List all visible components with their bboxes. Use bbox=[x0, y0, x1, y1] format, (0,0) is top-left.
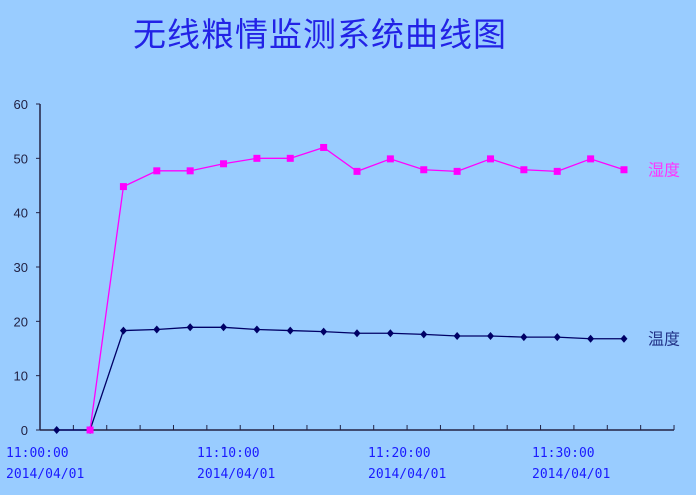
data-point-diamond bbox=[119, 326, 127, 335]
x-tick-time: 11:10:00 bbox=[197, 446, 260, 461]
data-point-diamond bbox=[253, 325, 261, 334]
y-tick-label: 0 bbox=[21, 423, 28, 438]
y-tick-label: 20 bbox=[14, 314, 28, 329]
data-point-square bbox=[220, 160, 228, 168]
data-point-square bbox=[553, 167, 561, 175]
data-point-diamond bbox=[553, 333, 561, 342]
y-tick-label: 10 bbox=[14, 369, 28, 384]
x-tick-date: 2014/04/01 bbox=[6, 467, 84, 482]
data-point-square bbox=[453, 167, 461, 175]
x-tick-time: 11:20:00 bbox=[368, 446, 431, 461]
y-tick-label: 60 bbox=[14, 97, 28, 112]
data-point-square bbox=[587, 155, 595, 163]
x-tick-date: 2014/04/01 bbox=[368, 467, 446, 482]
data-point-diamond bbox=[453, 332, 461, 341]
x-tick-date: 2014/04/01 bbox=[532, 467, 610, 482]
data-point-square bbox=[86, 426, 94, 434]
data-point-square bbox=[253, 154, 261, 162]
x-tick-time: 11:00:00 bbox=[6, 446, 69, 461]
data-point-square bbox=[153, 167, 161, 175]
data-point-square bbox=[119, 183, 127, 191]
data-point-diamond bbox=[520, 333, 528, 342]
data-point-square bbox=[186, 167, 194, 175]
data-point-diamond bbox=[286, 326, 294, 335]
y-tick-label: 40 bbox=[14, 206, 28, 221]
series-line-0 bbox=[89, 146, 625, 431]
data-point-square bbox=[353, 167, 361, 175]
x-tick-time: 11:30:00 bbox=[532, 446, 595, 461]
data-point-square bbox=[620, 166, 628, 174]
data-point-diamond bbox=[420, 330, 428, 339]
x-tick-date: 2014/04/01 bbox=[197, 467, 275, 482]
chart-title: 无线粮情监测系统曲线图 bbox=[133, 15, 507, 54]
data-point-diamond bbox=[320, 327, 328, 336]
series-label-0: 湿度 bbox=[648, 161, 680, 180]
data-point-diamond bbox=[620, 334, 628, 343]
y-tick-label: 50 bbox=[14, 151, 28, 166]
data-point-diamond bbox=[220, 323, 228, 332]
data-point-square bbox=[420, 166, 428, 174]
data-point-diamond bbox=[153, 325, 161, 334]
data-point-square bbox=[520, 166, 528, 174]
data-point-diamond bbox=[53, 426, 61, 434]
y-tick-label: 30 bbox=[14, 260, 28, 275]
data-point-diamond bbox=[353, 329, 361, 338]
data-point-diamond bbox=[587, 334, 595, 343]
data-point-square bbox=[486, 155, 494, 163]
data-point-diamond bbox=[186, 323, 194, 332]
data-point-square bbox=[286, 154, 294, 162]
data-point-diamond bbox=[386, 329, 394, 338]
data-point-square bbox=[320, 143, 328, 151]
data-point-diamond bbox=[486, 332, 494, 341]
data-point-square bbox=[386, 155, 394, 163]
series-line-1 bbox=[56, 326, 624, 431]
series-label-1: 温度 bbox=[648, 330, 680, 349]
